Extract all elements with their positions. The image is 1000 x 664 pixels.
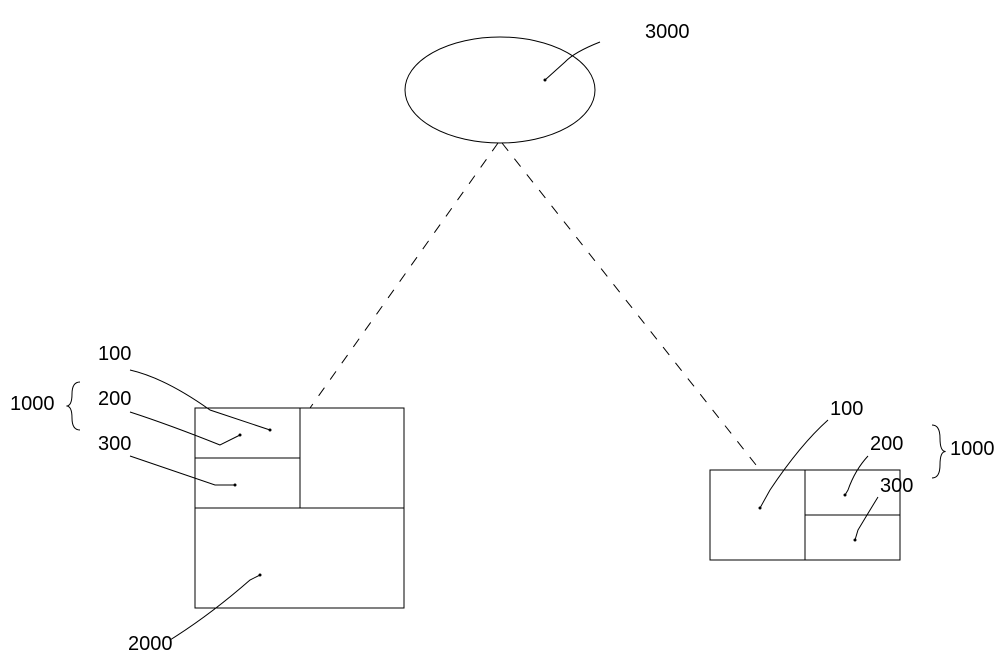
cloud-label: 3000 bbox=[645, 21, 690, 43]
right-ref-200-leader bbox=[845, 456, 868, 495]
left-label-1000: 1000 bbox=[10, 393, 55, 415]
right-label-200: 200 bbox=[870, 433, 903, 455]
left-ref-200-leader bbox=[130, 412, 240, 445]
right-label-300: 300 bbox=[880, 475, 913, 497]
dashed-line-right bbox=[502, 143, 760, 470]
left-label-200: 200 bbox=[98, 388, 131, 410]
dashed-line-left bbox=[310, 143, 498, 408]
left-label-300: 300 bbox=[98, 433, 131, 455]
right-ref-300-leader bbox=[855, 497, 878, 540]
left-ref-100-dot bbox=[269, 429, 272, 432]
diagram-svg: 3000 1000 100 200 300 2000 1000 100 200 300 bbox=[0, 0, 1000, 664]
left-label-100: 100 bbox=[98, 343, 131, 365]
left-ref-100-leader bbox=[130, 370, 270, 430]
left-brace-1000 bbox=[66, 382, 80, 430]
right-ref-300-dot bbox=[854, 539, 857, 542]
cloud-leader bbox=[545, 42, 600, 80]
right-ref-200-dot bbox=[844, 494, 847, 497]
left-ref-2000-dot bbox=[259, 574, 262, 577]
left-ref-200-dot bbox=[239, 434, 242, 437]
right-ref-100-leader bbox=[760, 420, 828, 508]
cloud-ellipse bbox=[405, 37, 595, 143]
right-ref-100-dot bbox=[759, 507, 762, 510]
left-ref-300-dot bbox=[234, 484, 237, 487]
right-brace-1000 bbox=[932, 425, 946, 478]
left-ref-300-leader bbox=[130, 456, 235, 485]
right-label-100: 100 bbox=[830, 398, 863, 420]
right-label-1000: 1000 bbox=[950, 438, 995, 460]
cloud-leader-dot bbox=[544, 79, 547, 82]
left-label-2000: 2000 bbox=[128, 633, 173, 655]
